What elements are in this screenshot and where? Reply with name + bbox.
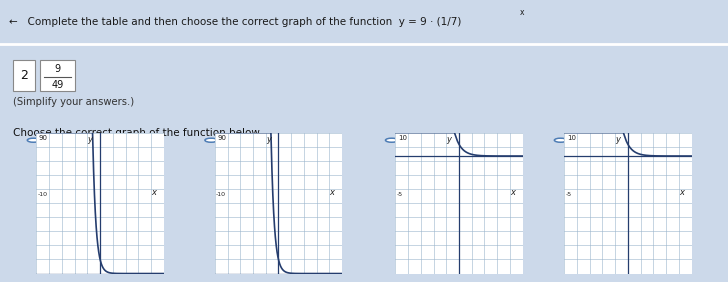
Text: y: y <box>446 135 451 144</box>
FancyBboxPatch shape <box>13 60 35 91</box>
Text: Choose the correct graph of the function below.: Choose the correct graph of the function… <box>13 128 262 138</box>
Text: 9: 9 <box>55 64 60 74</box>
Text: 2: 2 <box>20 69 28 82</box>
Text: x: x <box>151 188 156 197</box>
Text: y: y <box>266 135 271 144</box>
Text: y: y <box>615 135 620 144</box>
Text: x: x <box>510 188 515 197</box>
Text: y: y <box>87 135 92 144</box>
Text: x: x <box>329 188 334 197</box>
Text: x: x <box>679 188 684 197</box>
Text: 49: 49 <box>52 80 63 91</box>
Text: 10: 10 <box>567 135 576 141</box>
Text: B.: B. <box>218 134 229 144</box>
Text: -5: -5 <box>566 192 571 197</box>
FancyBboxPatch shape <box>40 60 75 91</box>
Text: (Simplify your answers.): (Simplify your answers.) <box>13 97 134 107</box>
Circle shape <box>386 138 398 142</box>
Text: D.: D. <box>568 134 580 144</box>
Text: A.: A. <box>41 134 52 144</box>
Text: -10: -10 <box>38 192 47 197</box>
Text: x: x <box>520 8 524 17</box>
Text: 90: 90 <box>217 135 226 141</box>
Text: C.: C. <box>399 134 411 144</box>
Text: -5: -5 <box>397 192 403 197</box>
Circle shape <box>205 138 217 142</box>
Text: 10: 10 <box>398 135 407 141</box>
Circle shape <box>28 138 40 142</box>
Circle shape <box>555 138 567 142</box>
Text: -10: -10 <box>216 192 226 197</box>
Text: ←   Complete the table and then choose the correct graph of the function  y = 9 : ← Complete the table and then choose the… <box>9 17 461 27</box>
Text: 90: 90 <box>39 135 48 141</box>
